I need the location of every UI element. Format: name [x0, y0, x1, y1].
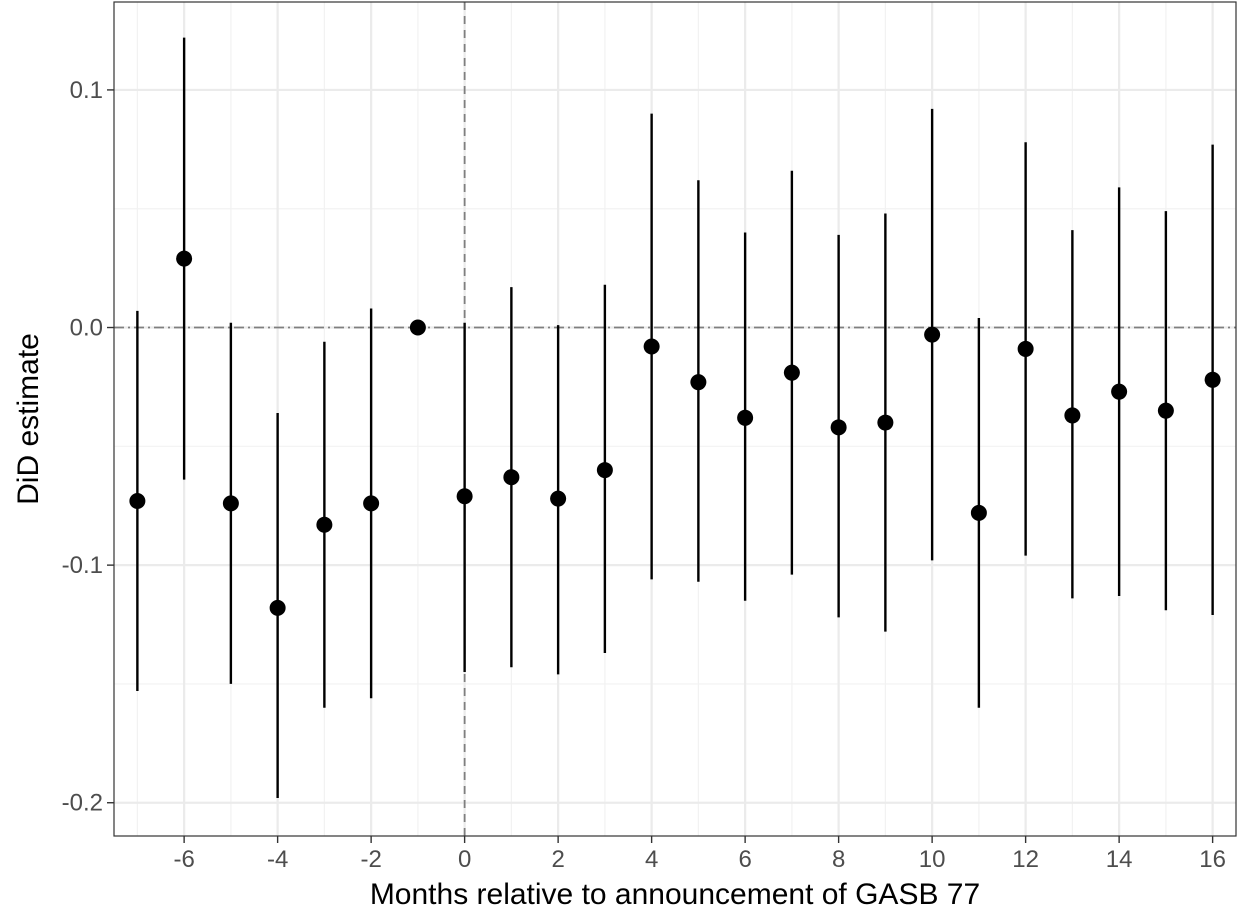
data-point	[877, 414, 894, 431]
x-tick-label: -2	[360, 846, 381, 873]
data-points	[129, 250, 1221, 616]
data-point	[1017, 340, 1034, 357]
x-tick-label: 12	[1012, 846, 1039, 873]
x-tick-label: 6	[738, 846, 751, 873]
data-point	[783, 364, 800, 381]
x-tick-label: 2	[551, 846, 564, 873]
x-tick-label: 8	[832, 846, 845, 873]
data-point	[316, 516, 333, 533]
y-tick-label: -0.2	[62, 790, 103, 817]
x-tick-label: 0	[458, 846, 471, 873]
x-tick-label: 16	[1199, 846, 1226, 873]
data-point	[550, 490, 567, 507]
data-point	[269, 599, 286, 616]
panel-background	[114, 2, 1236, 836]
x-tick-label: 4	[645, 846, 658, 873]
y-tick-label: 0.1	[70, 77, 103, 104]
x-axis-title: Months relative to announcement of GASB …	[370, 878, 980, 911]
data-point	[924, 326, 941, 343]
data-point	[737, 409, 754, 426]
data-point	[129, 492, 146, 509]
y-axis-title: DiD estimate	[12, 333, 45, 505]
data-point	[690, 374, 707, 391]
data-point	[1064, 407, 1081, 424]
data-point	[596, 462, 613, 479]
x-tick-label: -4	[267, 846, 288, 873]
data-point	[363, 495, 380, 512]
data-point	[456, 488, 473, 505]
y-axis-ticks: 0.1 0.0 -0.1 -0.2	[62, 77, 114, 817]
data-point	[1157, 402, 1174, 419]
data-point	[409, 319, 426, 336]
data-point	[970, 504, 987, 521]
x-tick-label: 10	[919, 846, 946, 873]
data-point	[222, 495, 239, 512]
x-tick-label: -6	[173, 846, 194, 873]
panel-border	[113, 1, 1237, 837]
x-tick-label: 14	[1106, 846, 1133, 873]
y-tick-label: -0.1	[62, 552, 103, 579]
reference-lines	[114, 2, 1236, 836]
data-point	[1204, 371, 1221, 388]
plot-panel	[113, 1, 1237, 837]
data-point	[1111, 383, 1128, 400]
data-point	[503, 469, 520, 486]
data-point	[176, 250, 193, 267]
x-axis-ticks: -6 -4 -2 0 2 4 6 8 10 12 14 16	[173, 836, 1226, 873]
y-tick-label: 0.0	[70, 315, 103, 342]
data-point	[643, 338, 660, 355]
data-point	[830, 419, 847, 436]
